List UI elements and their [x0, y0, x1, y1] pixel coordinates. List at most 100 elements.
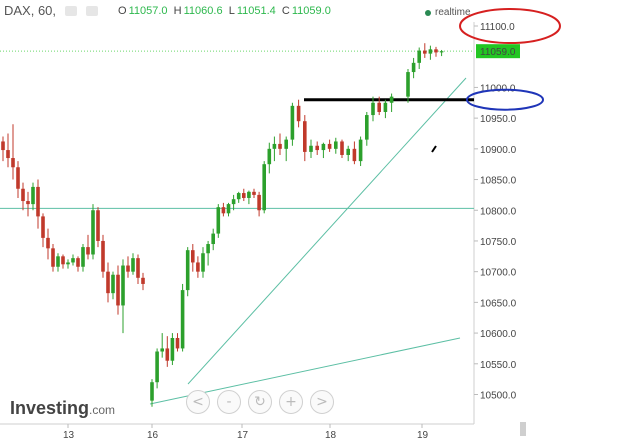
candle-body: [121, 265, 125, 306]
candle-body: [278, 143, 282, 149]
candle-body: [31, 186, 35, 205]
candle-body: [334, 141, 338, 149]
candle-body: [46, 237, 50, 249]
y-tick-label: 10800.0: [480, 206, 517, 217]
y-tick-label: 10600.0: [480, 329, 517, 340]
candle-body: [41, 216, 45, 238]
candle-body: [284, 139, 288, 149]
candle-body: [417, 50, 421, 63]
y-tick-label: 10900.0: [480, 145, 517, 156]
y-tick-label: 10550.0: [480, 360, 517, 371]
candle-body: [358, 139, 363, 162]
candle-body: [196, 262, 200, 272]
candle-body: [303, 121, 307, 152]
candle-body: [150, 382, 154, 401]
y-tick-label: 10950.0: [480, 114, 517, 125]
chart-header: DAX, 60, O 11057.0 H 11060.6 L 11051.4 C 110…: [4, 3, 331, 18]
candle-body: [71, 258, 75, 263]
candle-body: [290, 105, 295, 140]
candle-body: [56, 256, 60, 267]
candle-body: [91, 210, 95, 255]
candle-body: [126, 265, 130, 272]
candle-body: [231, 199, 236, 205]
low-value: 11051.4: [236, 4, 276, 17]
last-price-label: 11059.0: [480, 47, 516, 58]
candle-body: [236, 193, 241, 200]
compare-icon[interactable]: [86, 5, 99, 16]
settings-icon[interactable]: [65, 5, 78, 16]
candle-body: [66, 262, 70, 265]
reset-button[interactable]: ↻: [248, 390, 272, 414]
candle-body: [371, 102, 375, 116]
realtime-indicator: realtime: [425, 7, 471, 18]
candle-body: [81, 247, 85, 267]
candle-body: [116, 274, 120, 306]
candle-body: [191, 250, 195, 263]
candle-body: [296, 105, 301, 122]
candle-body: [185, 250, 190, 291]
high-value: 11060.6: [183, 4, 223, 17]
y-tick-label: 10650.0: [480, 298, 517, 309]
x-tick-label: 18: [325, 430, 337, 441]
candle-body: [221, 207, 226, 214]
red-circle-annotation: [459, 8, 561, 44]
candle-body: [272, 143, 277, 149]
candle-body: [1, 141, 5, 151]
candle-body: [36, 186, 40, 217]
symbol-label[interactable]: DAX, 60,: [4, 3, 57, 18]
candle-body: [86, 247, 90, 255]
candle-body: [434, 49, 438, 53]
candle-body: [16, 167, 20, 189]
candle-body: [201, 253, 205, 272]
trendline-steep: [187, 77, 467, 385]
candle-body: [340, 141, 344, 155]
candle-body: [76, 258, 80, 267]
candle-body: [439, 51, 444, 53]
low-label: L: [228, 4, 235, 17]
scroll-right-button[interactable]: >: [310, 390, 334, 414]
candle-body: [216, 207, 221, 234]
candle-body: [315, 145, 319, 151]
candle-body: [309, 145, 313, 152]
candle-body: [21, 188, 25, 202]
candle-body: [211, 233, 215, 245]
candle-body: [267, 148, 272, 165]
candle-body: [155, 351, 159, 383]
logo-suffix: .com: [89, 403, 116, 417]
high-label: H: [173, 4, 182, 17]
pen-mark: [431, 145, 437, 153]
candle-body: [406, 72, 410, 97]
zoom-in-button[interactable]: +: [279, 390, 303, 414]
scrollbar-handle: [520, 422, 526, 436]
candle-body: [101, 240, 105, 272]
y-tick-label: 10500.0: [480, 391, 517, 402]
x-tick-label: 16: [147, 430, 159, 441]
open-label: O: [118, 4, 127, 17]
candle-body: [96, 210, 100, 241]
candle-body: [411, 62, 416, 73]
candle-body: [160, 348, 164, 352]
scroll-left-button[interactable]: <: [186, 390, 210, 414]
candle-body: [321, 143, 326, 151]
zoom-out-button[interactable]: -: [217, 390, 241, 414]
blue-circle-annotation: [466, 88, 544, 111]
candle-body: [206, 244, 210, 254]
candle-body: [383, 102, 388, 112]
candle-body: [423, 50, 427, 54]
candle-body: [106, 271, 110, 294]
candle-body: [165, 348, 170, 361]
candle-body: [327, 143, 332, 149]
x-tick-label: 13: [63, 430, 75, 441]
candle-body: [131, 258, 135, 272]
open-value: 11057.0: [128, 4, 168, 17]
x-tick-label: 17: [237, 430, 249, 441]
y-tick-label: 10750.0: [480, 237, 517, 248]
ohlc-readout: O 11057.0 H 11060.6 L 11051.4 C 11059.0: [118, 5, 331, 17]
candle-body: [51, 248, 55, 267]
candle-body: [111, 274, 115, 294]
candle-body: [352, 148, 357, 162]
candle-body: [170, 337, 175, 361]
candle-body: [11, 158, 15, 168]
candle-body: [226, 204, 231, 214]
y-tick-label: 10700.0: [480, 268, 517, 279]
